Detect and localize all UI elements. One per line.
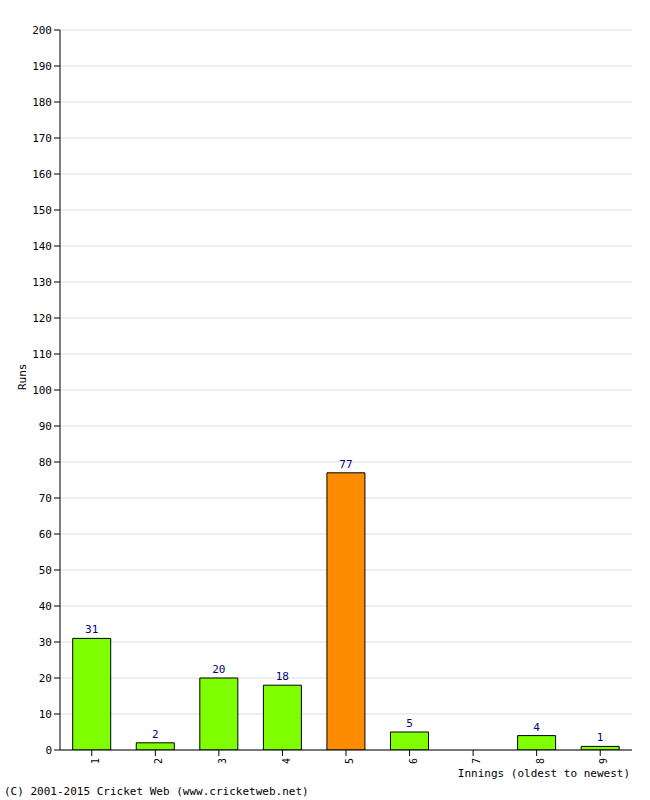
svg-text:2: 2 [152,728,159,741]
svg-text:90: 90 [39,420,52,433]
svg-text:180: 180 [32,96,52,109]
svg-text:30: 30 [39,636,52,649]
svg-text:8: 8 [535,758,546,764]
svg-text:18: 18 [276,670,289,683]
svg-text:5: 5 [406,717,413,730]
svg-text:120: 120 [32,312,52,325]
html-text:(C) 2001-2015 Cricket Web (www: (C) 2001-2015 Cricket Web (www.cricketwe… [4,785,309,798]
svg-text:Runs: Runs [16,364,29,391]
svg-text:31: 31 [85,623,98,636]
svg-text:170: 170 [32,132,52,145]
svg-text:1: 1 [90,758,101,764]
svg-text:110: 110 [32,348,52,361]
svg-text:77: 77 [339,458,352,471]
svg-text:160: 160 [32,168,52,181]
svg-text:20: 20 [212,663,225,676]
svg-text:4: 4 [533,721,540,734]
svg-text:0: 0 [45,744,52,757]
svg-text:10: 10 [39,708,52,721]
svg-text:60: 60 [39,528,52,541]
html-text:Innings (oldest to newest): Innings (oldest to newest) [457,767,630,780]
svg-text:4: 4 [281,758,292,764]
svg-text:150: 150 [32,204,52,217]
svg-text:100: 100 [32,384,52,397]
svg-text:140: 140 [32,240,52,253]
svg-text:190: 190 [32,60,52,73]
svg-text:6: 6 [408,758,419,764]
svg-text:1: 1 [597,731,604,744]
svg-text:200: 200 [32,24,52,37]
svg-text:3: 3 [217,758,228,764]
svg-text:20: 20 [39,672,52,685]
svg-text:2: 2 [153,758,164,764]
svg-text:70: 70 [39,492,52,505]
svg-text:80: 80 [39,456,52,469]
svg-text:9: 9 [598,758,609,764]
svg-text:50: 50 [39,564,52,577]
svg-text:130: 130 [32,276,52,289]
svg-text:40: 40 [39,600,52,613]
svg-text:7: 7 [471,758,482,764]
svg-text:5: 5 [344,758,355,764]
